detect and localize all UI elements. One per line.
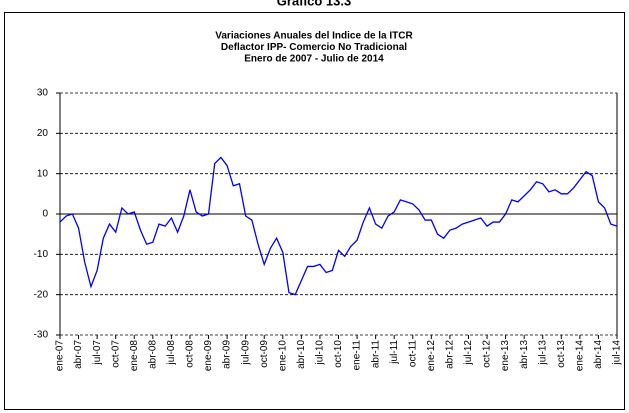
x-tick-label: oct-07 [110,340,121,368]
y-tick-label: -30 [34,330,49,341]
x-tick-label: ene-07 [55,340,66,372]
x-tick-label: abr-14 [593,340,604,369]
x-tick-label: abr-08 [147,340,158,369]
x-tick-label: oct-09 [259,340,270,368]
y-tick-label: -20 [34,289,49,300]
y-tick-label: 10 [37,168,49,179]
x-tick-label: oct-10 [333,340,344,368]
x-tick-label: oct-11 [407,340,418,367]
y-tick-label: -10 [34,249,49,260]
x-tick-label: jul-09 [240,340,251,366]
chart-title: Deflactor IPP- Comercio No Tradicional [221,42,407,53]
x-tick-label: abr-10 [296,340,307,369]
x-tick-label: ene-13 [500,340,511,372]
x-tick-label: abr-07 [73,340,84,369]
x-tick-label: jul-11 [389,340,400,365]
x-tick-label: oct-13 [556,340,567,368]
x-tick-label: ene-14 [575,340,586,372]
x-tick-label: ene-09 [203,340,214,372]
x-tick-label: jul-10 [315,340,326,366]
x-tick-label: jul-14 [612,340,623,366]
x-tick-label: jul-12 [463,340,474,366]
y-tick-label: 0 [42,209,48,220]
x-tick-label: abr-12 [445,340,456,369]
chart-title: Enero de 2007 - Julio de 2014 [244,54,384,65]
x-tick-label: jul-07 [92,340,103,366]
x-tick-label: ene-11 [352,340,363,371]
x-tick-label: abr-13 [519,340,530,369]
x-tick-label: ene-10 [277,340,288,372]
chart-frame [4,12,625,410]
x-tick-label: abr-11 [370,340,381,369]
x-tick-label: oct-08 [185,340,196,368]
x-tick-label: jul-08 [166,340,177,366]
header: Gráfico 13.3 [277,0,351,8]
x-tick-label: oct-12 [482,340,493,368]
x-tick-label: ene-12 [426,340,437,372]
y-tick-label: 30 [37,88,49,99]
x-tick-label: abr-09 [222,340,233,369]
x-tick-label: ene-08 [129,340,140,372]
y-tick-label: 20 [37,128,49,139]
data-line [59,156,618,296]
chart-title: Variaciones Anuales del Indice de la ITC… [215,31,413,42]
x-tick-label: jul-13 [537,340,548,366]
